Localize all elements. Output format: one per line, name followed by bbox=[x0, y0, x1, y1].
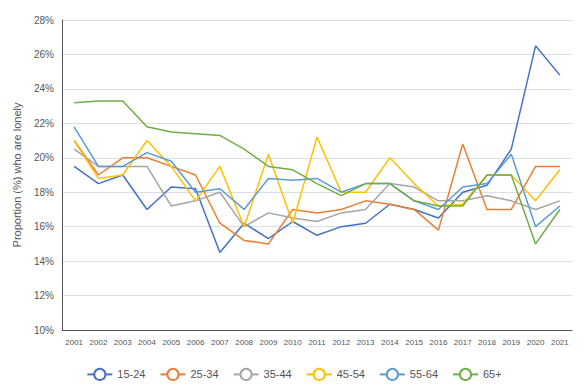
svg-text:2012: 2012 bbox=[332, 338, 350, 347]
svg-text:2010: 2010 bbox=[284, 338, 302, 347]
svg-text:20%: 20% bbox=[34, 152, 54, 163]
svg-text:2014: 2014 bbox=[381, 338, 399, 347]
svg-text:2020: 2020 bbox=[527, 338, 545, 347]
svg-text:2016: 2016 bbox=[430, 338, 448, 347]
svg-text:25-34: 25-34 bbox=[190, 368, 218, 380]
svg-text:24%: 24% bbox=[34, 83, 54, 94]
svg-text:55-64: 55-64 bbox=[410, 368, 438, 380]
svg-text:2005: 2005 bbox=[162, 338, 180, 347]
svg-text:2003: 2003 bbox=[114, 338, 132, 347]
svg-text:2004: 2004 bbox=[138, 338, 156, 347]
svg-text:2007: 2007 bbox=[211, 338, 229, 347]
svg-text:2015: 2015 bbox=[405, 338, 423, 347]
svg-text:Proportion (%) who are lonely: Proportion (%) who are lonely bbox=[11, 102, 23, 247]
svg-text:65+: 65+ bbox=[483, 368, 502, 380]
svg-text:2001: 2001 bbox=[65, 338, 83, 347]
svg-text:10%: 10% bbox=[34, 325, 54, 336]
svg-text:2002: 2002 bbox=[90, 338, 108, 347]
svg-text:45-54: 45-54 bbox=[337, 368, 365, 380]
svg-text:2013: 2013 bbox=[357, 338, 375, 347]
svg-text:2009: 2009 bbox=[260, 338, 278, 347]
svg-text:12%: 12% bbox=[34, 290, 54, 301]
svg-text:15-24: 15-24 bbox=[117, 368, 145, 380]
svg-text:2017: 2017 bbox=[454, 338, 472, 347]
svg-text:2021: 2021 bbox=[551, 338, 569, 347]
svg-text:35-44: 35-44 bbox=[264, 368, 292, 380]
svg-text:2006: 2006 bbox=[187, 338, 205, 347]
svg-text:14%: 14% bbox=[34, 256, 54, 267]
svg-text:2011: 2011 bbox=[308, 338, 326, 347]
svg-text:28%: 28% bbox=[34, 15, 54, 26]
svg-text:2018: 2018 bbox=[478, 338, 496, 347]
svg-text:22%: 22% bbox=[34, 118, 54, 129]
svg-text:16%: 16% bbox=[34, 221, 54, 232]
svg-text:2008: 2008 bbox=[235, 338, 253, 347]
svg-text:18%: 18% bbox=[34, 187, 54, 198]
svg-text:2019: 2019 bbox=[502, 338, 520, 347]
svg-text:26%: 26% bbox=[34, 49, 54, 60]
